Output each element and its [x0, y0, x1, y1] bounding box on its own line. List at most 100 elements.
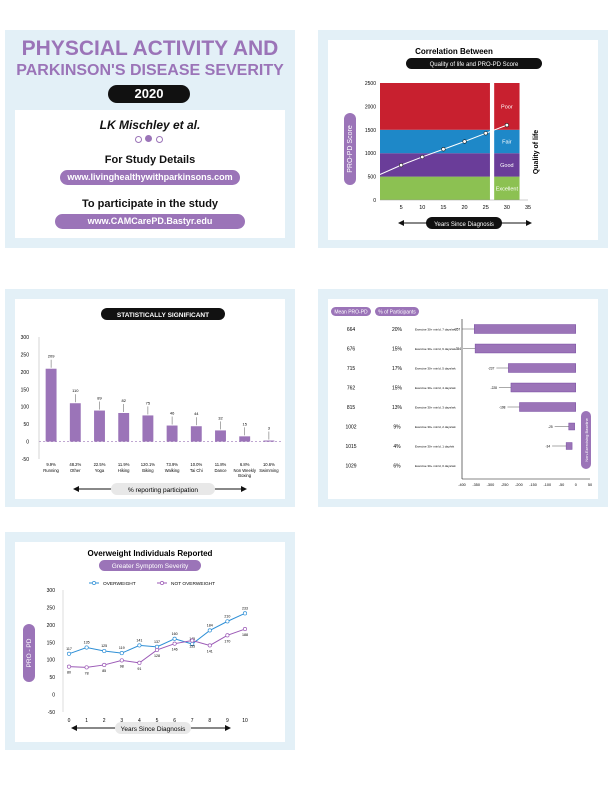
- c4-ylabel-pill: [23, 624, 35, 682]
- slide-correlation: Correlation Between Quality of life and …: [318, 30, 608, 248]
- c2-value-label-8: 15: [242, 421, 247, 426]
- c4-y-tick-0: 300: [47, 588, 56, 594]
- c4-x-tick-6: 6: [173, 718, 176, 724]
- correlation-chart: Correlation Between Quality of life and …: [344, 47, 542, 229]
- c2-percent-5: 73.9%: [166, 462, 178, 467]
- c2-y-tick-1: 250: [21, 352, 30, 358]
- overweight-panel: Overweight Individuals Reported Greater …: [15, 542, 285, 742]
- c4-y-tick-6: 0: [52, 693, 55, 699]
- c2-percent-1: 48.2%: [69, 462, 81, 467]
- c1-band-right-3: [494, 83, 520, 130]
- c1-x-tick-4: 25: [483, 205, 489, 211]
- c1-band-label-1: Good: [500, 163, 513, 169]
- c3-x-tick-5: -150: [529, 483, 537, 487]
- c2-title: STATISTICALLY SIGNIFICANT: [117, 312, 209, 319]
- c2-bar-4: [142, 415, 154, 442]
- c1-x-tick-3: 20: [462, 205, 468, 211]
- c3-mean-2: 715: [347, 366, 356, 372]
- c2-bar-5: [166, 425, 178, 442]
- c2-value-label-2: 89: [97, 396, 102, 401]
- c2-y-tick-5: 50: [23, 422, 29, 428]
- c4-title: Overweight Individuals Reported: [88, 549, 213, 558]
- c3-mean-5: 1002: [345, 425, 356, 431]
- c1-subtitle: Quality of life and PRO-PD Score: [430, 62, 519, 68]
- c4-x-tick-0: 0: [68, 718, 71, 724]
- c3-x-tick-0: -400: [458, 483, 466, 487]
- c3-mean-1: 676: [347, 347, 356, 353]
- c4-label-0-3: 119: [119, 646, 125, 650]
- c3-bar-6: [565, 442, 573, 450]
- c3-mean-6: 1015: [345, 444, 356, 450]
- c2-bar-8: [239, 436, 251, 442]
- c1-band-label-2: Fair: [502, 140, 512, 146]
- c4-label-1-2: 85: [102, 669, 106, 673]
- c1-x-tick-1: 10: [419, 205, 425, 211]
- c2-category-1: Other: [70, 468, 81, 473]
- c2-value-label-5: 46: [170, 411, 175, 416]
- c3-bar-5: [568, 422, 575, 431]
- c4-legend-marker-1: [160, 581, 164, 585]
- c3-pct-1: 15%: [392, 347, 403, 353]
- study-details-link[interactable]: www.livinghealthywithparkinsons.com: [60, 170, 240, 185]
- c3-col1-header-pill: [331, 307, 371, 316]
- c2-value-label-7: 32: [218, 415, 223, 420]
- c4-point-0-3: [119, 651, 124, 656]
- c1-y-tick-2: 1000: [365, 151, 376, 157]
- overweight-chart: Overweight Individuals Reported Greater …: [23, 549, 248, 734]
- c4-label-1-8: 141: [207, 649, 213, 653]
- c2-y-tick-2: 200: [21, 370, 30, 376]
- c2-bar-9: [263, 440, 275, 442]
- c2-bar-1: [69, 403, 81, 442]
- c2-category-8-b: Boxing: [238, 473, 251, 478]
- c2-bar-6: [190, 426, 202, 442]
- c3-row-label-1: Exercise 30+ min/d, 6 days/wk: [415, 347, 456, 351]
- c4-xlabel: Years Since Diagnosis: [121, 726, 187, 733]
- c2-percent-3: 11.9%: [118, 462, 130, 467]
- c1-band-left-1: [380, 153, 490, 177]
- c2-value-label-6: 44: [194, 411, 199, 416]
- c1-arrow-left: [398, 220, 404, 226]
- c3-bar-2: [508, 363, 576, 373]
- c3-col2-header-pill: [375, 307, 419, 316]
- c1-x-tick-2: 15: [440, 205, 446, 211]
- c2-y-tick-3: 150: [21, 387, 30, 393]
- c2-bar-7: [215, 430, 226, 442]
- c4-label-0-1: 135: [84, 641, 90, 645]
- c3-value-5: -25: [548, 425, 553, 429]
- c2-bar-0: [45, 368, 57, 442]
- c2-percent-7: 11.8%: [215, 462, 227, 467]
- c1-point-2: [420, 154, 425, 160]
- participate-link[interactable]: www.CAMCarePD.Bastyr.edu: [55, 214, 245, 229]
- c4-xlabel-pill: [115, 722, 191, 734]
- c2-percent-2: 22.5%: [94, 462, 106, 467]
- c4-label-0-10: 233: [242, 606, 248, 610]
- c4-point-0-6: [172, 636, 177, 641]
- c4-label-0-8: 184: [207, 623, 213, 627]
- c4-point-0-8: [207, 628, 212, 633]
- c1-band-right-0: [494, 176, 520, 200]
- c3-value-2: -237: [488, 367, 495, 371]
- c3-value-1: -354: [455, 347, 462, 351]
- c1-point-5: [483, 131, 488, 136]
- c4-y-tick-3: 150: [47, 640, 56, 646]
- slide-frequency: Mean PRO-PD % of Participants -400 -350 -3…: [318, 289, 608, 507]
- c3-x-tick-1: -350: [472, 483, 480, 487]
- c3-mean-0: 664: [347, 327, 356, 333]
- c1-xlabel-pill: [426, 217, 502, 229]
- activities-panel: STATISTICALLY SIGNIFICANT 300 250 200 150 10…: [15, 299, 285, 499]
- c2-y-tick-7: -50: [22, 457, 29, 463]
- c4-point-1-8: [207, 643, 212, 648]
- c2-percent-9: 10.6%: [263, 462, 275, 467]
- c4-point-0-9: [225, 619, 230, 624]
- c1-point-1: [399, 163, 404, 168]
- c4-y-tick-1: 250: [47, 605, 56, 611]
- c4-point-1-7: [190, 638, 195, 643]
- c1-x-tick-0: 5: [400, 205, 403, 211]
- c1-y-tick-4: 2000: [365, 104, 376, 110]
- c2-category-2: Yoga: [95, 468, 105, 473]
- c3-value-6: -34: [545, 445, 550, 449]
- c1-y-tick-1: 500: [368, 175, 377, 181]
- c4-point-0-10: [242, 611, 248, 616]
- c1-point-3: [441, 147, 446, 152]
- c3-row-label-6: Exercise 30+ min/d, 1 day/wk: [415, 445, 455, 449]
